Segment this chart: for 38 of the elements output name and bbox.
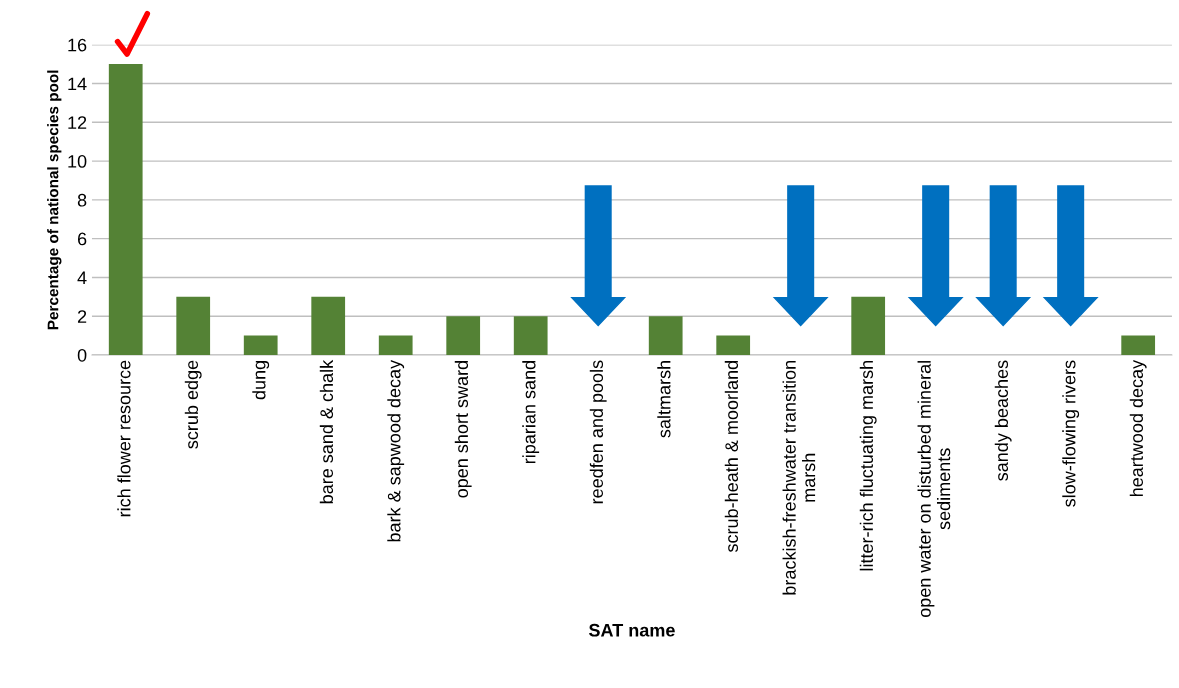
bar <box>716 335 751 356</box>
bar <box>513 316 548 356</box>
x-tick-label: scrub-heath & moorland <box>724 361 739 553</box>
x-tick-label: heartwood decay <box>1129 359 1147 497</box>
bar <box>311 296 346 356</box>
x-tick-label: reedfen and pools <box>589 360 607 504</box>
y-tick-label: 12 <box>68 116 87 129</box>
y-tick-label: 16 <box>68 38 87 52</box>
y-tick-label: 14 <box>68 77 87 91</box>
x-tick-label: litter-rich fluctuating marsh <box>859 361 877 571</box>
y-tick-label: 4 <box>77 271 87 284</box>
bar <box>851 296 886 356</box>
y-tick-label: 6 <box>77 232 87 246</box>
x-tick-label: dung <box>252 361 270 400</box>
y-tick-label: 10 <box>68 155 87 168</box>
bar <box>1121 335 1156 356</box>
x-tick-label: saltmarsh <box>657 361 671 438</box>
bar <box>446 316 481 356</box>
x-tick-label: rich flower resource <box>117 360 131 517</box>
x-tick-label: brackish-freshwater transition marsh <box>782 361 816 595</box>
bar <box>176 296 211 356</box>
x-tick-label: bare sand & chalk <box>319 359 334 504</box>
x-tick-label: scrub edge <box>184 360 202 449</box>
x-axis-title: SAT name <box>588 623 675 637</box>
y-tick-label: 8 <box>77 193 87 207</box>
bar <box>243 335 278 356</box>
x-tick-label: open water on disturbed mineral sediments <box>917 361 951 618</box>
bar <box>108 64 143 356</box>
y-tick-label: 2 <box>77 310 87 323</box>
x-tick-label: bark & sapwood decay <box>387 359 405 542</box>
y-tick-label: 0 <box>77 348 87 362</box>
x-tick-label: slow-flowing rivers <box>1062 360 1080 507</box>
x-tick-label: open short sward <box>454 361 472 498</box>
bar <box>648 316 683 356</box>
x-tick-label: sandy beaches <box>994 360 1012 481</box>
x-tick-label: riparian sand <box>522 361 540 464</box>
y-axis-title: Percentage of national species pool <box>47 70 62 330</box>
bar <box>378 335 413 356</box>
